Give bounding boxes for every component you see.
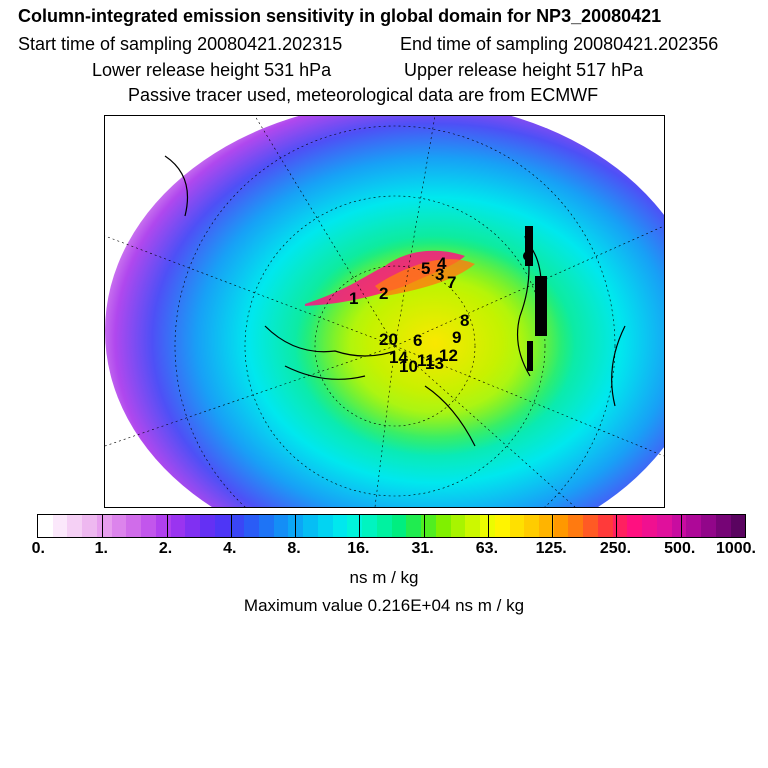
- colorbar-tick-label: 63.: [475, 540, 499, 557]
- colorbar-swatch: [465, 515, 481, 537]
- colorbar-swatch: [480, 515, 495, 537]
- colorbar-swatch: [568, 515, 584, 537]
- traj-label-4: 4: [437, 254, 447, 273]
- colorbar-swatch: [494, 515, 510, 537]
- colorbar-swatch: [317, 515, 333, 537]
- traj-label-3: 3: [435, 265, 444, 284]
- colorbar-swatch: [642, 515, 657, 537]
- traj-label-12: 12: [439, 346, 458, 365]
- colorbar-units: ns m / kg: [349, 568, 419, 587]
- colorbar-swatch: [332, 515, 348, 537]
- colorbar-tick-label: 1.: [94, 540, 108, 557]
- colorbar-swatch: [597, 515, 613, 537]
- colorbar-swatch: [701, 515, 716, 537]
- colorbar-swatch: [421, 515, 436, 537]
- colorbar-swatch: [435, 515, 451, 537]
- colorbar-swatch: [538, 515, 554, 537]
- colorbar-divider: [423, 515, 425, 537]
- colorbar-swatch: [406, 515, 422, 537]
- colorbar-tick-label: 1000.: [715, 540, 757, 557]
- traj-label-9: 9: [452, 328, 461, 347]
- colorbar-tick-label: 31.: [411, 540, 434, 557]
- colorbar-swatch: [111, 515, 127, 537]
- traj-label-14: 14: [389, 348, 408, 367]
- start-time-label: Start time of sampling 20080421.202315: [18, 34, 343, 54]
- colorbar-divider: [487, 515, 489, 537]
- colorbar-tick-label: 250.: [599, 540, 632, 557]
- traj-label-10: 10: [399, 357, 418, 376]
- high-sensitivity-plume-2: [375, 259, 475, 296]
- traj-label-8: 8: [460, 311, 469, 330]
- emission-sensitivity-map: 1 2 3 4 5 6 7 8 9 10 11 12 13 14 20: [104, 115, 665, 508]
- colorbar-tick-label: 2.: [158, 540, 173, 557]
- colorbar-tick-label: 16.: [347, 540, 370, 557]
- terrain-speckle: [523, 226, 547, 371]
- colorbar: [37, 514, 746, 538]
- colorbar-divider: [295, 515, 297, 537]
- traj-label-5: 5: [421, 259, 430, 278]
- meridian-lines: [105, 116, 664, 507]
- colorbar-swatch: [273, 515, 289, 537]
- lower-release-height-label: Lower release height 531 hPa: [92, 60, 332, 80]
- colorbar-swatch: [67, 515, 83, 537]
- colorbar-divider: [616, 515, 618, 537]
- tracer-note: Passive tracer used, meteorological data…: [128, 85, 599, 105]
- colorbar-swatch: [229, 515, 245, 537]
- colorbar-divider: [102, 515, 104, 537]
- colorbar-swatch: [730, 515, 746, 537]
- colorbar-swatch: [509, 515, 525, 537]
- traj-label-1: 1: [349, 289, 358, 308]
- colorbar-divider: [680, 515, 682, 537]
- colorbar-swatch: [671, 515, 687, 537]
- colorbar-swatch: [612, 515, 628, 537]
- colorbar-swatch: [244, 515, 260, 537]
- colorbar-swatch: [126, 515, 142, 537]
- colorbar-divider: [552, 515, 554, 537]
- plot-title: Column-integrated emission sensitivity i…: [18, 6, 662, 26]
- colorbar-swatch: [524, 515, 539, 537]
- traj-label-13: 13: [425, 354, 444, 373]
- colorbar-swatch: [38, 515, 53, 537]
- traj-label-11: 11: [417, 351, 435, 370]
- colorbar-swatch: [141, 515, 156, 537]
- colorbar-tick-label: 4.: [223, 540, 237, 557]
- colorbar-swatch: [96, 515, 112, 537]
- colorbar-divider: [230, 515, 232, 537]
- traj-label-2: 2: [379, 284, 388, 303]
- colorbar-swatch: [376, 515, 392, 537]
- coastline-lines: [164, 155, 626, 447]
- polar-map-svg: 1 2 3 4 5 6 7 8 9 10 11 12 13 14 20: [105, 116, 664, 507]
- colorbar-swatch: [259, 515, 274, 537]
- traj-label-20: 20: [379, 330, 398, 349]
- end-time-label: End time of sampling 20080421.202356: [400, 34, 719, 54]
- colorbar-swatch: [214, 515, 230, 537]
- colorbar-swatch: [170, 515, 186, 537]
- colorbar-swatch: [347, 515, 363, 537]
- colorbar-swatch: [155, 515, 171, 537]
- colorbar-swatch: [200, 515, 215, 537]
- colorbar-divider: [359, 515, 361, 537]
- colorbar-divider: [166, 515, 168, 537]
- colorbar-swatch: [686, 515, 702, 537]
- colorbar-swatch: [553, 515, 569, 537]
- colorbar-swatch: [627, 515, 643, 537]
- colorbar-swatch: [583, 515, 598, 537]
- colorbar-swatch: [450, 515, 466, 537]
- colorbar-swatch: [52, 515, 68, 537]
- colorbar-swatch: [715, 515, 731, 537]
- colorbar-tick-label: 125.: [535, 540, 567, 557]
- colorbar-swatch: [82, 515, 97, 537]
- colorbar-swatch: [391, 515, 407, 537]
- colorbar-swatch: [656, 515, 672, 537]
- maximum-value-label: Maximum value 0.216E+04 ns m / kg: [243, 596, 525, 615]
- colorbar-swatch: [303, 515, 318, 537]
- upper-release-height-label: Upper release height 517 hPa: [404, 60, 644, 80]
- colorbar-tick-label: 500.: [664, 540, 696, 557]
- traj-label-7: 7: [447, 273, 456, 292]
- colorbar-swatch: [185, 515, 201, 537]
- traj-label-6: 6: [413, 331, 422, 350]
- colorbar-swatch: [362, 515, 377, 537]
- colorbar-tick-label: 8.: [287, 540, 301, 557]
- colorbar-tick-label: 0.: [31, 540, 46, 557]
